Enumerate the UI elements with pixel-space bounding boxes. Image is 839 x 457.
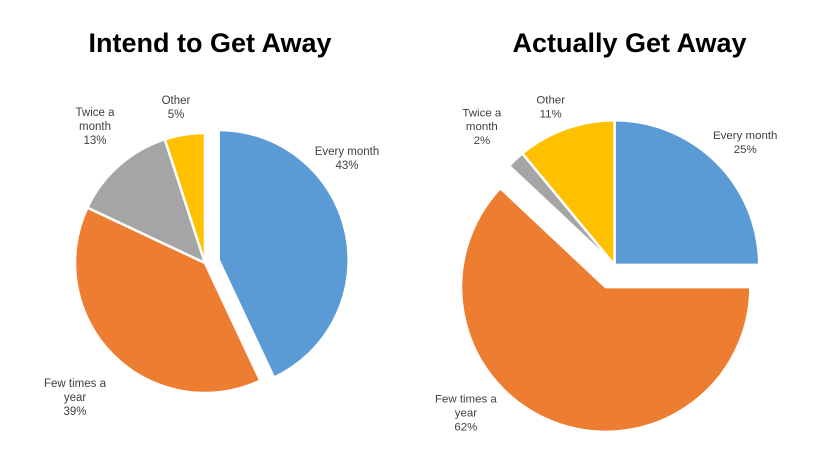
- pie-slice-other[interactable]: [521, 119, 616, 267]
- pie-slice-every-month[interactable]: [217, 128, 350, 379]
- pie-slice-every-month[interactable]: [613, 119, 761, 267]
- slice-label-every-month: Every month 25%: [713, 130, 777, 156]
- slice-label-every-month: Every month 43%: [315, 146, 380, 172]
- pie-slice-twice-a-month[interactable]: [86, 138, 207, 265]
- slice-label-twice-a-month: Twice a month 2%: [462, 107, 502, 147]
- pie-slice-other[interactable]: [163, 131, 207, 265]
- slice-label-other: Other 11%: [536, 94, 565, 120]
- pie-slice-few-times-a-year[interactable]: [73, 206, 262, 395]
- slice-label-few-times-a-year: Few times a year 62%: [435, 394, 497, 434]
- chart-title-intend: Intend to Get Away: [88, 28, 332, 58]
- slice-label-twice-a-month: Twice a month 13%: [76, 107, 116, 147]
- slice-label-other: Other 5%: [162, 95, 191, 121]
- chart-intend-to-get-away: Intend to Get Away Every month 43% Few tim…: [44, 28, 380, 418]
- pie-slice-few-times-a-year[interactable]: [459, 186, 752, 434]
- chart-actually-get-away: Actually Get Away Every month 25% Few time…: [420, 0, 839, 457]
- chart-title-actually: Actually Get Away: [512, 28, 747, 58]
- slice-label-few-times-a-year: Few times a year 39%: [44, 378, 107, 418]
